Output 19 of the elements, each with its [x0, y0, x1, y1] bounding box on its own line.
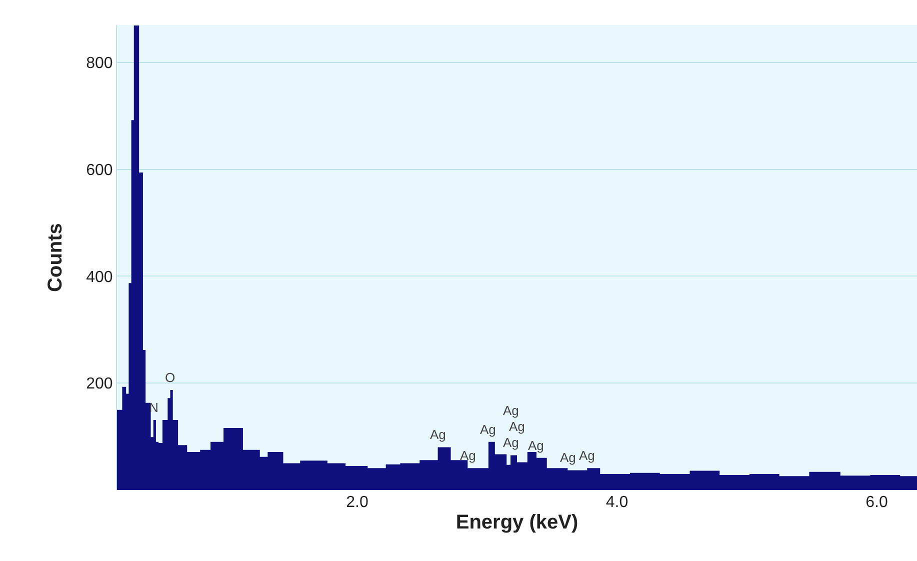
- y-tick-label: 800: [86, 55, 113, 72]
- y-tick-label: 200: [86, 376, 113, 393]
- x-tick-label: 4.0: [606, 494, 628, 511]
- y-tick-label: 600: [86, 162, 113, 179]
- annotation: Ag: [503, 435, 519, 450]
- x-axis-title: Energy (keV): [456, 512, 578, 534]
- y-tick-label: 400: [86, 268, 113, 286]
- annotation: Ag: [480, 422, 496, 437]
- annotation: Ag: [579, 448, 595, 463]
- annotation: Ag: [509, 419, 525, 434]
- annotation: Ag: [430, 427, 446, 442]
- annotation: Ag: [560, 450, 576, 465]
- annotation: Ag: [503, 403, 519, 418]
- annotation: Ag: [460, 448, 476, 463]
- x-tick-label: 6.0: [866, 494, 888, 511]
- annotation: Ag: [528, 438, 544, 453]
- y-axis-title: Counts: [44, 223, 67, 292]
- x-tick-label: 2.0: [346, 494, 368, 511]
- annotation: O: [165, 370, 176, 385]
